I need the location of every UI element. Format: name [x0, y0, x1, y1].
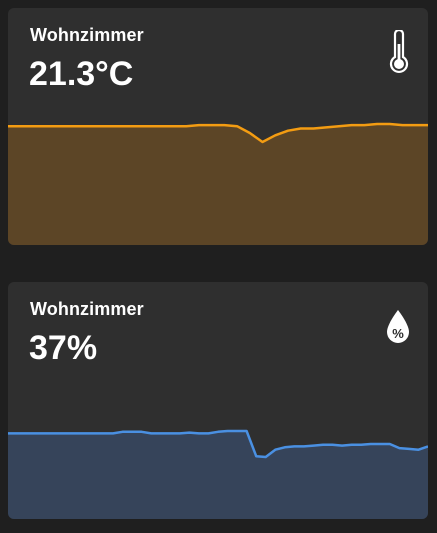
humidity-history-graph: [8, 429, 428, 519]
water-percent-icon: %: [387, 310, 409, 343]
temperature-history-graph: [8, 122, 428, 245]
graph-area: [8, 431, 428, 519]
thermometer-icon: [389, 30, 409, 74]
graph-area: [8, 124, 428, 245]
humidity-card[interactable]: Wohnzimmer 37% %: [8, 282, 428, 519]
humidity-value: 37%: [29, 329, 98, 367]
temperature-card[interactable]: Wohnzimmer 21.3°C: [8, 8, 428, 245]
temperature-value: 21.3°C: [29, 55, 134, 93]
card-title: Wohnzimmer: [30, 299, 144, 319]
graph-line: [8, 122, 428, 144]
graph-line: [8, 429, 428, 459]
card-title: Wohnzimmer: [30, 25, 144, 45]
svg-text:%: %: [392, 326, 404, 341]
